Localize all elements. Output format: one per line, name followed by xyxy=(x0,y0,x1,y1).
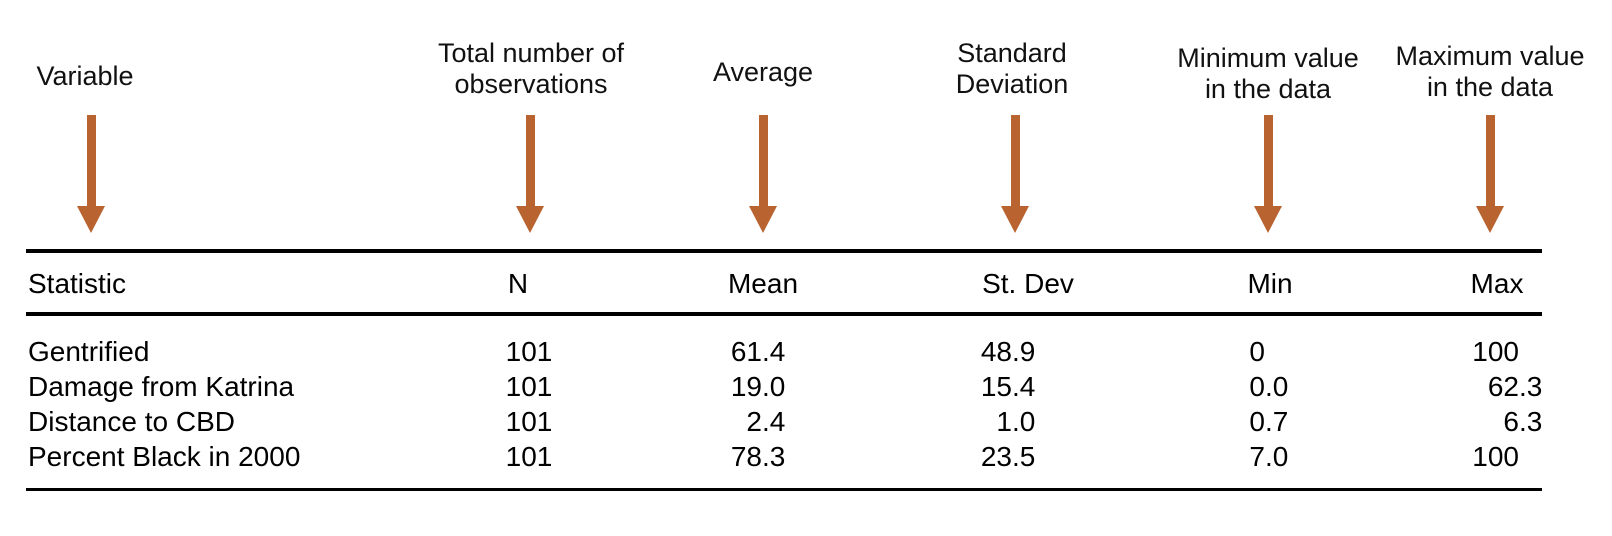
cell-min: 0 xyxy=(1249,336,1265,367)
annotation-maximum-value: Maximum value in the data xyxy=(1395,41,1584,103)
table-row: Percent Black in 2000 101 78.3 23.5 7.0 100 xyxy=(26,440,1542,474)
annotation-line: Maximum value xyxy=(1395,41,1585,71)
cell-statistic: Percent Black in 2000 xyxy=(28,441,301,472)
annotation-line: Variable xyxy=(36,61,134,91)
cell-mean: 78.3 xyxy=(730,441,786,472)
annotation-line: Minimum value xyxy=(1177,43,1359,73)
annotation-minimum-value: Minimum value in the data xyxy=(1177,43,1359,105)
table-header-rule xyxy=(26,312,1542,316)
annotation-line: Deviation xyxy=(955,69,1069,99)
annotation-line: in the data xyxy=(1204,74,1332,104)
down-arrow-icon xyxy=(1254,115,1282,233)
annotation-variable: Variable xyxy=(36,61,133,92)
cell-min: 0.7 xyxy=(1249,406,1289,437)
column-header-max: Max xyxy=(1470,268,1524,299)
table-row: Gentrified 101 61.4 48.9 0 100 xyxy=(26,335,1542,369)
cell-statistic: Gentrified xyxy=(28,336,150,367)
cell-max: 100 xyxy=(1472,336,1519,367)
arrow-head xyxy=(516,206,544,233)
down-arrow-icon xyxy=(1001,115,1029,233)
cell-mean: 61.4 xyxy=(730,336,786,367)
cell-n: 101 xyxy=(505,336,553,367)
annotation-line: observations xyxy=(454,69,608,99)
column-header-n: N xyxy=(507,268,529,299)
column-header-statistic: Statistic xyxy=(28,268,127,299)
arrow-head xyxy=(1001,206,1029,233)
cell-n: 101 xyxy=(505,441,553,472)
annotation-average: Average xyxy=(713,57,813,88)
cell-st-dev: 15.4 xyxy=(980,371,1036,402)
annotation-total-observations: Total number of observations xyxy=(438,38,624,100)
arrow-shaft xyxy=(1010,115,1020,206)
cell-n: 101 xyxy=(505,371,553,402)
cell-st-dev: 23.5 xyxy=(980,441,1036,472)
cell-st-dev: 48.9 xyxy=(980,336,1036,367)
arrow-head xyxy=(1254,206,1282,233)
cell-statistic: Damage from Katrina xyxy=(28,371,295,402)
annotation-standard-deviation: Standard Deviation xyxy=(956,38,1069,100)
column-header-min: Min xyxy=(1247,268,1293,299)
arrow-shaft xyxy=(1263,115,1273,206)
arrow-shaft xyxy=(525,115,535,206)
arrow-shaft xyxy=(758,115,768,206)
annotation-line: Total number of xyxy=(437,38,625,68)
column-header-mean: Mean xyxy=(727,268,799,299)
down-arrow-icon xyxy=(749,115,777,233)
arrow-head xyxy=(77,206,105,233)
arrow-head xyxy=(1476,206,1504,233)
down-arrow-icon xyxy=(516,115,544,233)
down-arrow-icon xyxy=(1476,115,1504,233)
arrow-head xyxy=(749,206,777,233)
arrow-shaft xyxy=(86,115,96,206)
arrow-shaft xyxy=(1485,115,1495,206)
cell-max: 6.3 xyxy=(1503,406,1543,437)
cell-max: 100 xyxy=(1472,441,1519,472)
table-bottom-rule xyxy=(26,488,1542,491)
cell-mean: 19.0 xyxy=(730,371,786,402)
down-arrow-icon xyxy=(77,115,105,233)
column-header-st-dev: St. Dev xyxy=(982,268,1074,299)
cell-max: 62.3 xyxy=(1487,371,1543,402)
annotation-line: in the data xyxy=(1426,72,1554,102)
cell-n: 101 xyxy=(505,406,553,437)
cell-st-dev: 1.0 xyxy=(996,406,1036,437)
cell-statistic: Distance to CBD xyxy=(28,406,235,437)
cell-mean: 2.4 xyxy=(746,406,786,437)
table-row: Distance to CBD 101 2.4 1.0 0.7 6.3 xyxy=(26,405,1542,439)
cell-min: 0.0 xyxy=(1249,371,1289,402)
cell-min: 7.0 xyxy=(1249,441,1289,472)
table-top-rule xyxy=(26,249,1542,253)
annotation-line: Average xyxy=(712,57,814,87)
annotation-line: Standard xyxy=(957,38,1067,68)
table-row: Damage from Katrina 101 19.0 15.4 0.0 62.3 xyxy=(26,370,1542,404)
